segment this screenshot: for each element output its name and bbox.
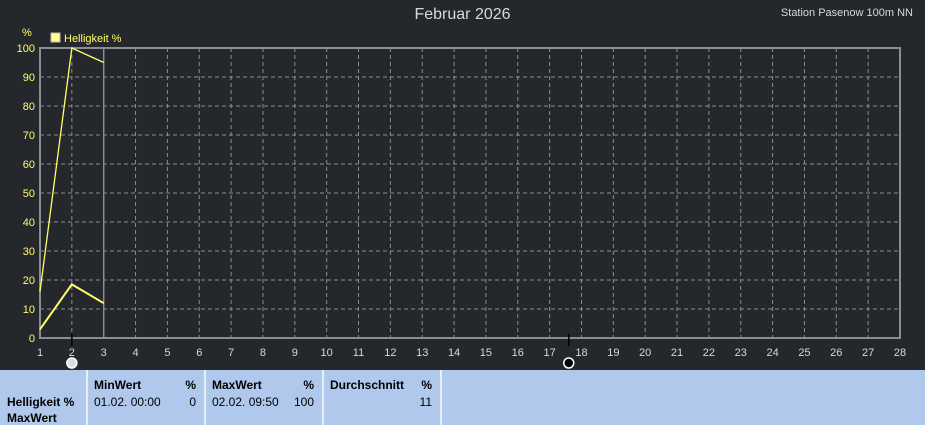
x-tick-label: 2 <box>69 347 75 359</box>
chart-title: Februar 2026 <box>414 6 511 23</box>
y-tick-label: 10 <box>23 304 35 316</box>
max-cell: MaxWert % 02.02. 09:50 100 <box>204 370 322 425</box>
y-tick-label: 50 <box>23 188 35 200</box>
x-tick-label: 24 <box>766 347 778 359</box>
y-tick-label: 80 <box>23 101 35 113</box>
full-moon-icon <box>66 357 78 369</box>
station-label: Station Pasenow 100m NN <box>780 7 913 19</box>
x-tick-label: 14 <box>448 347 460 359</box>
min-value: 0 <box>189 395 196 409</box>
x-tick-label: 10 <box>321 347 333 359</box>
x-tick-label: 5 <box>164 347 170 359</box>
y-tick-label: 90 <box>23 72 35 84</box>
x-tick-label: 21 <box>671 347 683 359</box>
x-tick-label: 25 <box>798 347 810 359</box>
avg-value: 11 <box>419 395 432 409</box>
min-title: MinWert <box>94 378 142 392</box>
max-date: 02.02. 09:50 <box>212 395 279 409</box>
min-unit: % <box>185 378 196 392</box>
y-tick-label: 70 <box>23 130 35 142</box>
x-tick-label: 23 <box>735 347 747 359</box>
x-tick-label: 28 <box>894 347 906 359</box>
x-tick-label: 4 <box>132 347 138 359</box>
x-tick-label: 15 <box>480 347 492 359</box>
x-tick-label: 20 <box>639 347 651 359</box>
x-tick-label: 7 <box>228 347 234 359</box>
x-tick-label: 17 <box>544 347 556 359</box>
max-value: 100 <box>293 395 314 409</box>
legend-label: Helligkeit % <box>64 33 122 45</box>
avg-unit: % <box>421 378 432 392</box>
x-tick-label: 22 <box>703 347 715 359</box>
x-tick-label: 6 <box>196 347 202 359</box>
x-tick-label: 13 <box>416 347 428 359</box>
x-tick-label: 8 <box>260 347 266 359</box>
x-tick-label: 12 <box>384 347 396 359</box>
y-tick-label: 100 <box>17 43 35 55</box>
stats-panel: Helligkeit % MaxWert MinWert % 01.02. 00… <box>0 370 925 425</box>
y-tick-label: 30 <box>23 246 35 258</box>
plot-frame <box>39 47 901 339</box>
y-axis-label: % <box>22 27 32 39</box>
x-tick-label: 9 <box>292 347 298 359</box>
x-tick-label: 11 <box>353 347 364 359</box>
x-tick-label: 3 <box>101 347 107 359</box>
y-tick-label: 20 <box>23 275 35 287</box>
x-tick-label: 26 <box>830 347 842 359</box>
avg-cell: Durchschnitt % 11 <box>322 370 440 425</box>
x-tick-label: 16 <box>512 347 524 359</box>
x-tick-label: 19 <box>607 347 619 359</box>
series-sublabel: MaxWert <box>7 411 57 425</box>
legend-swatch <box>50 32 61 43</box>
series-label: Helligkeit % <box>7 395 75 409</box>
new-moon-icon <box>562 357 575 369</box>
series-label-cell: Helligkeit % MaxWert <box>0 370 86 425</box>
avg-title: Durchschnitt <box>330 378 405 392</box>
y-tick-label: 60 <box>23 159 35 171</box>
y-tick-label: 40 <box>23 217 35 229</box>
empty-cell <box>440 370 925 425</box>
min-cell: MinWert % 01.02. 00:00 0 <box>86 370 204 425</box>
max-title: MaxWert <box>212 378 262 392</box>
x-tick-label: 27 <box>862 347 874 359</box>
x-tick-label: 1 <box>37 347 43 359</box>
max-unit: % <box>303 378 314 392</box>
y-tick-label: 0 <box>29 333 35 345</box>
x-tick-label: 18 <box>575 347 587 359</box>
min-date: 01.02. 00:00 <box>94 395 161 409</box>
